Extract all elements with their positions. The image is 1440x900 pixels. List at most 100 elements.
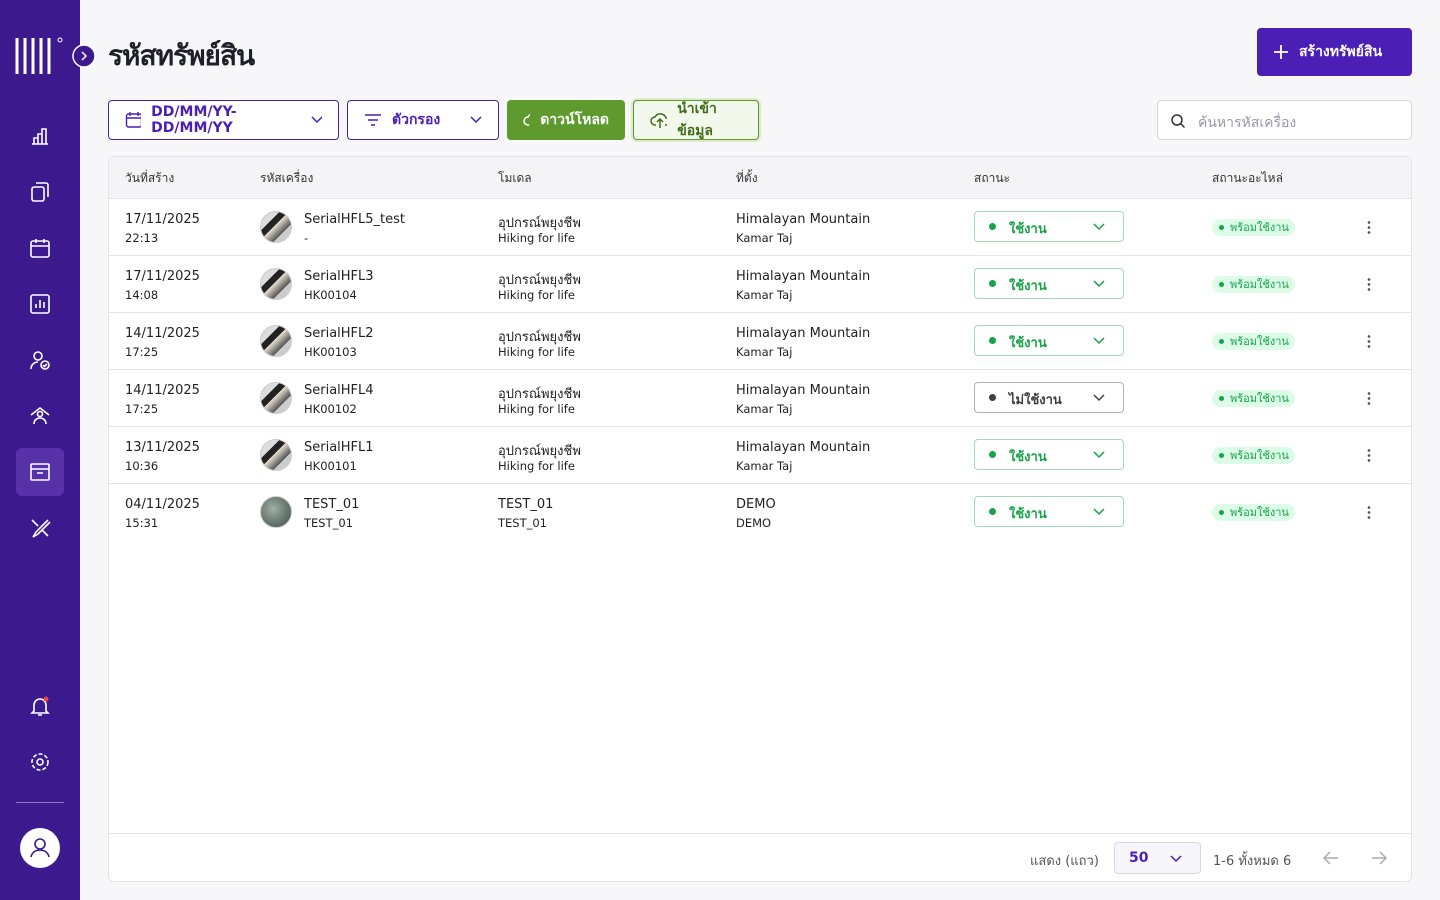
status-dot bbox=[989, 337, 996, 344]
location-detail: Kamar Taj bbox=[736, 231, 793, 245]
asset-thumbnail bbox=[260, 325, 292, 357]
status-dot bbox=[989, 280, 996, 287]
prev-page[interactable] bbox=[1323, 851, 1339, 865]
model: อุปกรณ์พยุงชีพ bbox=[498, 273, 581, 288]
nav-notifications[interactable] bbox=[28, 694, 52, 718]
row-menu[interactable] bbox=[1367, 448, 1371, 462]
chevron bbox=[470, 116, 482, 124]
asset-thumbnail bbox=[260, 496, 292, 528]
asset-thumbnail bbox=[260, 211, 292, 243]
column-header: สถานะอะไหล่ bbox=[1212, 171, 1283, 185]
chevron bbox=[1093, 280, 1105, 288]
row-menu[interactable] bbox=[1367, 220, 1371, 234]
table-row[interactable]: 14/11/2025 17:25 SerialHFL4 HK00102 อุปกรณ์พ… bbox=[109, 369, 1411, 426]
created-date: 13/11/2025 bbox=[125, 440, 200, 455]
nav-calendar[interactable] bbox=[28, 236, 52, 260]
search-box[interactable]: ค้นหารหัสเครื่อง bbox=[1157, 100, 1412, 140]
table-footer: แสดง (แถว) 50 1-6 ทั้งหมด 6 bbox=[109, 833, 1411, 881]
asset-code: HK00103 bbox=[304, 345, 357, 359]
serial: SerialHFL4 bbox=[304, 383, 374, 398]
filter[interactable]: ตัวกรอง bbox=[347, 100, 499, 140]
download-label: ดาวน์โหลด bbox=[540, 112, 609, 128]
status: ใช้งาน bbox=[1009, 450, 1047, 465]
column-header: วันที่สร้าง bbox=[125, 171, 175, 185]
filter-icon bbox=[365, 114, 381, 126]
row-menu[interactable] bbox=[1367, 334, 1371, 348]
asset-thumbnail bbox=[260, 382, 292, 414]
created-date: 04/11/2025 bbox=[125, 497, 200, 512]
nav-active-bg bbox=[16, 448, 64, 496]
table-row[interactable]: 17/11/2025 22:13 SerialHFL5_test - อุปกรณ์พย… bbox=[109, 198, 1411, 255]
asset-code: HK00104 bbox=[304, 288, 357, 302]
nav-dashboard[interactable] bbox=[28, 124, 52, 148]
part-status: พร้อมใช้งาน bbox=[1212, 276, 1295, 293]
chevron bbox=[1170, 855, 1182, 863]
part-status-dot bbox=[1219, 225, 1224, 230]
nav-reports[interactable] bbox=[28, 292, 52, 316]
nav-settings[interactable] bbox=[28, 750, 52, 774]
status-select[interactable]: ใช้งาน bbox=[974, 325, 1124, 356]
row-menu[interactable] bbox=[1367, 391, 1371, 405]
model-detail: Hiking for life bbox=[498, 459, 575, 473]
model-detail: Hiking for life bbox=[498, 402, 575, 416]
status-select[interactable]: ใช้งาน bbox=[974, 211, 1124, 242]
create-button[interactable]: สร้างทรัพย์สิน bbox=[1257, 28, 1412, 76]
chevron bbox=[1093, 394, 1105, 402]
part-status-dot bbox=[1219, 339, 1224, 344]
calendar-icon bbox=[125, 112, 142, 128]
date-range[interactable]: DD/MM/YY-DD/MM/YY bbox=[108, 100, 339, 140]
created-date: 17/11/2025 bbox=[125, 212, 200, 227]
location-detail: Kamar Taj bbox=[736, 345, 793, 359]
model-detail: Hiking for life bbox=[498, 345, 575, 359]
page-range: 1-6 ทั้งหมด 6 bbox=[1213, 854, 1292, 869]
column-header: ที่ตั้ง bbox=[736, 171, 758, 185]
asset-thumbnail bbox=[260, 268, 292, 300]
nav-assets[interactable] bbox=[28, 460, 52, 484]
page-title: รหัสทรัพย์สิน bbox=[108, 39, 255, 72]
chevron bbox=[1093, 508, 1105, 516]
part-status: พร้อมใช้งาน bbox=[1212, 333, 1295, 350]
serial: SerialHFL3 bbox=[304, 269, 374, 284]
model: TEST_01 bbox=[498, 497, 554, 512]
row-menu[interactable] bbox=[1367, 277, 1371, 291]
created-time: 10:36 bbox=[125, 459, 159, 473]
status-select[interactable]: ใช้งาน bbox=[974, 496, 1124, 527]
status-dot bbox=[989, 451, 996, 458]
import-label: นำเข้าข้อมูล bbox=[677, 101, 717, 139]
profile[interactable] bbox=[20, 828, 60, 868]
location-detail: Kamar Taj bbox=[736, 459, 793, 473]
rows-label: แสดง (แถว) bbox=[1030, 854, 1099, 869]
table-row[interactable]: 14/11/2025 17:25 SerialHFL2 HK00103 อุปกรณ์พ… bbox=[109, 312, 1411, 369]
status-select[interactable]: ใช้งาน bbox=[974, 268, 1124, 299]
status-select[interactable]: ใช้งาน bbox=[974, 439, 1124, 470]
expand-toggle[interactable] bbox=[72, 44, 96, 68]
nav-users[interactable] bbox=[28, 348, 52, 372]
download-button[interactable]: ดาวน์โหลด bbox=[507, 100, 625, 140]
table-row[interactable]: 13/11/2025 10:36 SerialHFL1 HK00101 อุปกรณ์พ… bbox=[109, 426, 1411, 483]
next-page[interactable] bbox=[1371, 851, 1387, 865]
status-dot bbox=[989, 223, 996, 230]
status-select[interactable]: ไม่ใช้งาน bbox=[974, 382, 1124, 413]
location: Himalayan Mountain bbox=[736, 269, 871, 284]
location-detail: Kamar Taj bbox=[736, 402, 793, 416]
part-status-dot bbox=[1219, 510, 1224, 515]
nav-documents[interactable] bbox=[28, 180, 52, 204]
table-row[interactable]: 17/11/2025 14:08 SerialHFL3 HK00104 อุปกรณ์พ… bbox=[109, 255, 1411, 312]
location-detail: Kamar Taj bbox=[736, 288, 793, 302]
import-button[interactable]: นำเข้าข้อมูล bbox=[633, 100, 759, 140]
column-header: รหัสเครื่อง bbox=[260, 171, 314, 185]
created-time: 22:13 bbox=[125, 231, 159, 245]
nav-locations[interactable] bbox=[28, 404, 52, 428]
page-size-select[interactable]: 50 bbox=[1114, 842, 1201, 874]
nav-tools[interactable] bbox=[28, 516, 52, 540]
sidebar bbox=[0, 0, 96, 900]
location: Himalayan Mountain bbox=[736, 212, 871, 227]
status: ใช้งาน bbox=[1009, 279, 1047, 294]
plus-icon bbox=[1274, 45, 1288, 59]
row-menu[interactable] bbox=[1367, 505, 1371, 519]
serial: SerialHFL2 bbox=[304, 326, 374, 341]
status: ใช้งาน bbox=[1009, 507, 1047, 522]
table-row[interactable]: 04/11/2025 15:31 TEST_01 TEST_01 TEST_01 TEST… bbox=[109, 483, 1411, 540]
status-dot bbox=[989, 508, 996, 515]
model: อุปกรณ์พยุงชีพ bbox=[498, 387, 581, 402]
